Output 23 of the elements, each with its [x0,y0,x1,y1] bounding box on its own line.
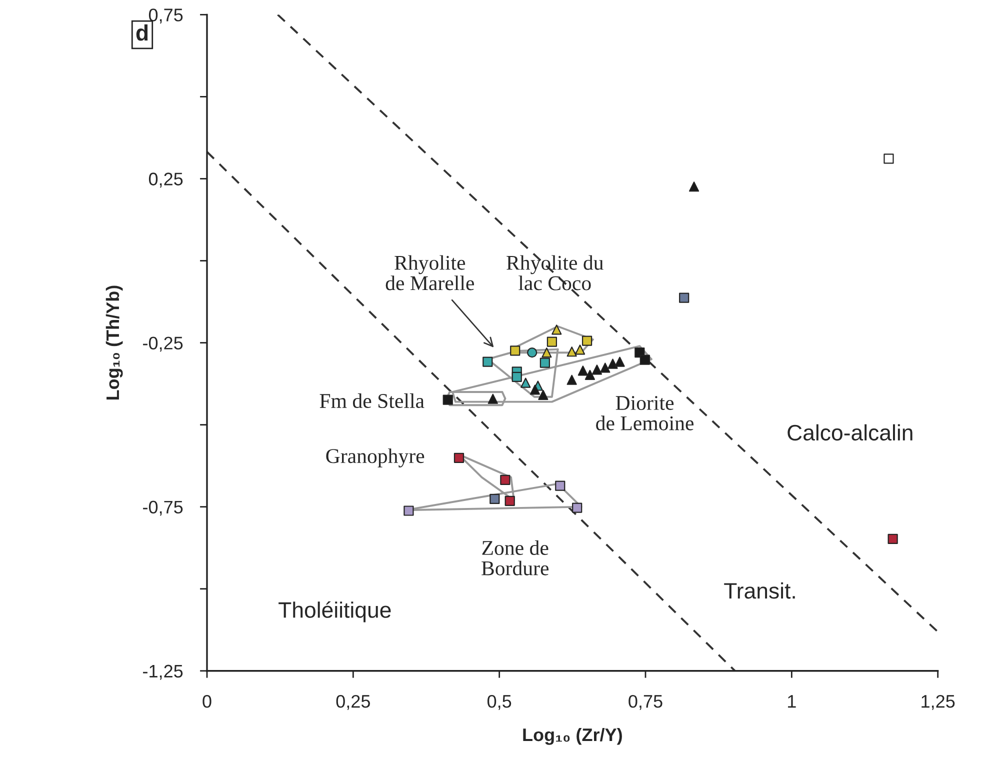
annotation: Calco-alcalin [788,424,912,441]
annotation: Rhyolite de Marelle [386,255,474,290]
x-tick-label: 0,25 [336,694,370,710]
y-tick-label: 0,75 [148,8,183,24]
y-tick-label: -0,75 [143,500,183,516]
x-tick-label: 1 [788,695,796,708]
x-tick-label: 0,5 [487,694,512,710]
y-tick-label: -1,25 [143,664,183,680]
x-tick-label: 0 [202,694,212,708]
text: d [136,24,148,41]
annotation: Tholéiitique [278,601,391,622]
x-tick-label: 0,75 [628,694,662,710]
x-tick-label: 1,25 [922,694,955,710]
annotation: Granophyre [326,448,424,468]
x-axis-title: Log₁₀ (Zr/Y) [523,728,622,745]
annotation: Fm de Stella [320,393,424,408]
y-axis-title: Log₁₀ (Th/Yb) [106,286,123,400]
annotation: Transit. [724,582,795,599]
y-tick-label: 0,25 [148,172,183,188]
annotation: Diorite de Lemoine [596,396,694,430]
annotation: Rhyolite du lac Coco [506,255,604,290]
annotation: Zone de Bordure [482,540,549,576]
y-tick-label: -0,25 [143,336,183,352]
